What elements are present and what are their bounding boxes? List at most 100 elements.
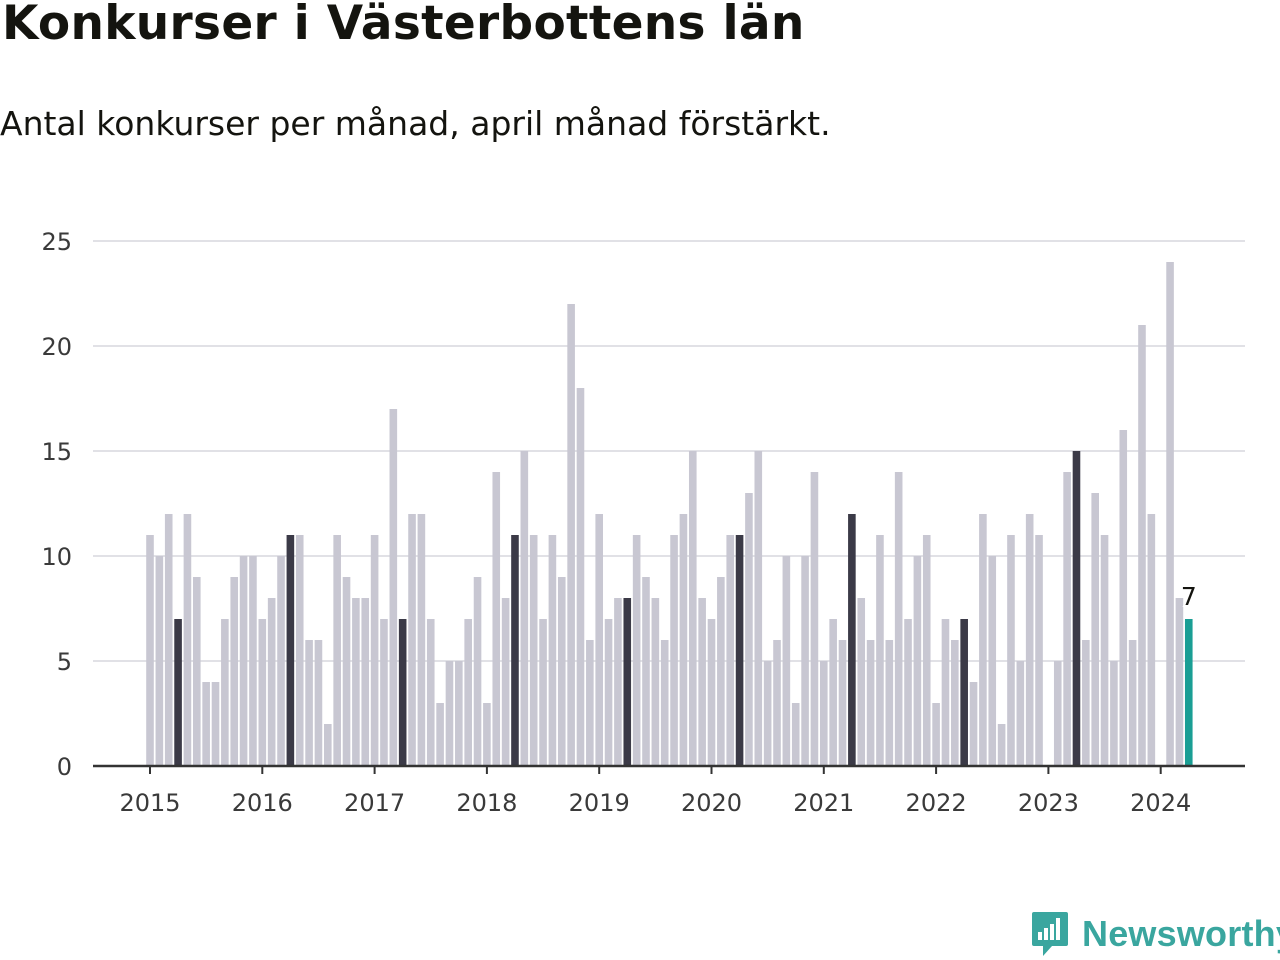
y-tick-label: 10 [41,543,72,571]
bar [408,514,416,766]
bar [866,640,875,766]
bar [192,577,201,766]
bar [464,619,472,766]
bar [651,598,660,766]
bar [997,724,1006,766]
bar [660,640,669,766]
bar [211,682,220,766]
x-tick-label: 2023 [1018,789,1079,817]
bar [1016,661,1025,766]
bar [782,556,791,766]
bar [370,535,379,766]
bar [492,472,501,766]
bar [707,619,716,766]
bar [202,682,210,766]
bar [1110,661,1118,766]
bar [389,409,398,766]
bar [726,535,735,766]
y-tick-label: 0 [57,753,72,781]
bar [483,703,491,766]
bar [698,598,706,766]
bar [333,535,341,766]
bar [576,388,585,766]
bar [380,619,388,766]
bar [904,619,912,766]
y-tick-label: 5 [57,648,72,676]
bar [951,640,959,766]
y-tick-label: 25 [41,228,72,256]
bar [155,556,164,766]
bar [1025,514,1034,766]
y-tick-label: 20 [41,333,72,361]
grid-lines: 0 5 10 15 20 25 [41,228,1245,781]
bar [1128,640,1137,766]
bar [848,514,856,766]
bar [623,598,632,766]
bar [604,619,613,766]
bar [267,598,276,766]
bar [820,661,828,766]
bar [885,640,894,766]
logo-icon [1032,912,1068,956]
bar [801,556,809,766]
bar [520,451,529,766]
bar [174,619,182,766]
bar [539,619,547,766]
bar [1119,430,1128,766]
data-labels: 7 [1179,580,1199,613]
bar [773,640,781,766]
logo-text: Newsworthy [1082,913,1280,954]
bar [1063,472,1071,766]
bar [632,535,641,766]
bar [436,703,444,766]
x-tick-label: 2021 [793,789,854,817]
x-axis: 2015 2016 2017 2018 2019 2020 2021 2022 2023 2024 [93,764,1245,817]
bar [1138,325,1146,766]
bar [417,514,426,766]
bar [642,577,650,766]
bar [988,556,997,766]
x-tick-label: 2022 [906,789,967,817]
y-tick-label: 15 [41,438,72,466]
bar [529,535,538,766]
bar [501,598,510,766]
bar [342,577,351,766]
bar [735,535,744,766]
bar [183,514,192,766]
bar [838,640,847,766]
bar [1007,535,1015,766]
bar [810,472,819,766]
bar [876,535,884,766]
bar [595,514,603,766]
bar [829,619,837,766]
bar [473,577,482,766]
x-tick-label: 2019 [569,789,630,817]
bar [286,535,295,766]
bar [1147,514,1156,766]
bar [324,724,332,766]
bar [763,661,772,766]
bar [295,535,304,766]
bar [277,556,285,766]
bar [941,619,950,766]
bar [146,535,154,766]
bar [455,661,463,766]
bar [1166,262,1174,766]
bar [1091,493,1099,766]
bar [857,598,866,766]
bar [586,640,594,766]
x-tick-label: 2017 [344,789,405,817]
chart-title: Konkurser i Västerbottens län [2,0,805,51]
x-tick-label: 2016 [232,789,293,817]
bar [679,514,688,766]
bar [230,577,239,766]
bar [614,598,622,766]
newsworthy-logo: Newsworthy [1030,910,1280,958]
bar [960,619,968,766]
bar [548,535,557,766]
bar [670,535,678,766]
bar [791,703,800,766]
bar [239,556,248,766]
bar [398,619,407,766]
bar [567,304,575,766]
